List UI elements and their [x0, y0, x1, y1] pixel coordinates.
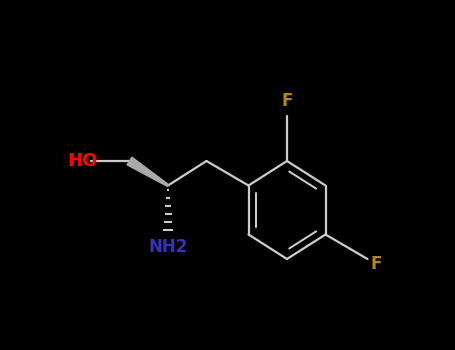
- Polygon shape: [127, 157, 168, 187]
- Text: HO: HO: [67, 152, 97, 170]
- Text: F: F: [370, 255, 382, 273]
- Text: F: F: [281, 92, 293, 111]
- Text: NH2: NH2: [148, 238, 187, 256]
